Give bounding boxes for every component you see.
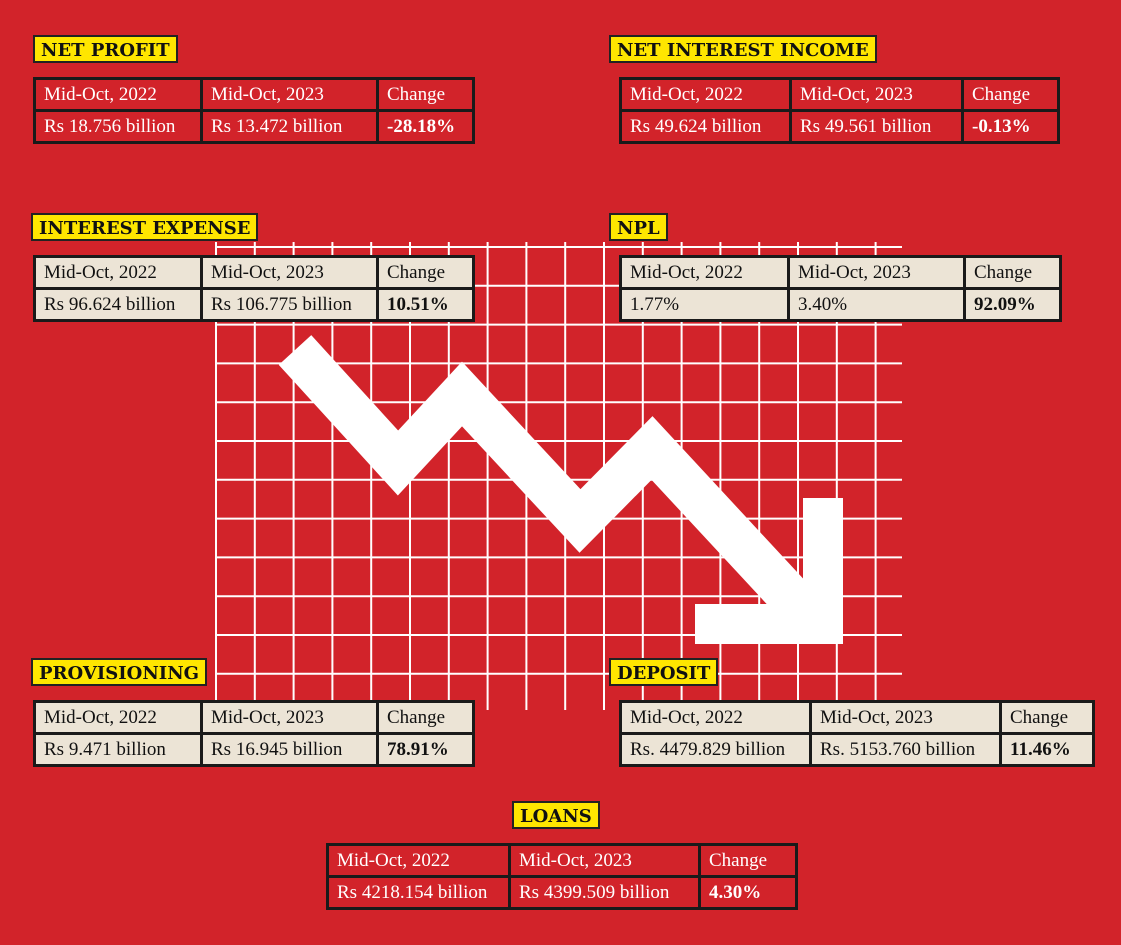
table-row: Rs 4218.154 billion Rs 4399.509 billion … xyxy=(326,875,798,910)
header-change: Change xyxy=(999,700,1095,735)
down-trend-arrow-icon xyxy=(278,335,843,644)
header-2022: Mid-Oct, 2022 xyxy=(619,77,792,112)
provisioning-label: PROVISIONING xyxy=(31,658,208,686)
value-2022: Rs 96.624 billion xyxy=(33,287,203,322)
value-change: -28.18% xyxy=(376,109,475,144)
header-2022: Mid-Oct, 2022 xyxy=(33,77,203,112)
value-2023: Rs 106.775 billion xyxy=(200,287,379,322)
table-row: Mid-Oct, 2022 Mid-Oct, 2023 Change xyxy=(33,77,475,112)
table-row: Mid-Oct, 2022 Mid-Oct, 2023 Change xyxy=(326,843,798,878)
header-2023: Mid-Oct, 2023 xyxy=(200,700,379,735)
header-2023: Mid-Oct, 2023 xyxy=(200,77,379,112)
value-2022: Rs 4218.154 billion xyxy=(326,875,511,910)
value-change: 78.91% xyxy=(376,732,475,767)
table-row: Mid-Oct, 2022 Mid-Oct, 2023 Change xyxy=(619,700,1095,735)
table-row: Mid-Oct, 2022 Mid-Oct, 2023 Change xyxy=(33,255,475,290)
table-row: Mid-Oct, 2022 Mid-Oct, 2023 Change xyxy=(619,77,1060,112)
header-change: Change xyxy=(376,77,475,112)
table-row: Mid-Oct, 2022 Mid-Oct, 2023 Change xyxy=(619,255,1062,290)
value-change: 10.51% xyxy=(376,287,475,322)
loans-label: LOANS xyxy=(512,801,600,829)
value-change: 11.46% xyxy=(999,732,1095,767)
value-2022: Rs 49.624 billion xyxy=(619,109,792,144)
interest-expense-table: Mid-Oct, 2022 Mid-Oct, 2023 Change Rs 96… xyxy=(33,255,475,322)
table-row: Mid-Oct, 2022 Mid-Oct, 2023 Change xyxy=(33,700,475,735)
value-2022: Rs 18.756 billion xyxy=(33,109,203,144)
header-2023: Mid-Oct, 2023 xyxy=(200,255,379,290)
table-row: Rs 96.624 billion Rs 106.775 billion 10.… xyxy=(33,287,475,322)
value-2023: Rs. 5153.760 billion xyxy=(809,732,1002,767)
header-2022: Mid-Oct, 2022 xyxy=(619,255,790,290)
value-2022: Rs 9.471 billion xyxy=(33,732,203,767)
value-2023: Rs 49.561 billion xyxy=(789,109,964,144)
npl-table: Mid-Oct, 2022 Mid-Oct, 2023 Change 1.77%… xyxy=(619,255,1062,322)
provisioning-table: Mid-Oct, 2022 Mid-Oct, 2023 Change Rs 9.… xyxy=(33,700,475,767)
header-2023: Mid-Oct, 2023 xyxy=(789,77,964,112)
net-interest-income-label: NET INTEREST INCOME xyxy=(609,35,877,63)
deposit-table: Mid-Oct, 2022 Mid-Oct, 2023 Change Rs. 4… xyxy=(619,700,1095,767)
npl-label: NPL xyxy=(609,213,668,241)
header-2023: Mid-Oct, 2023 xyxy=(508,843,701,878)
value-change: 92.09% xyxy=(963,287,1062,322)
header-change: Change xyxy=(376,255,475,290)
header-2022: Mid-Oct, 2022 xyxy=(33,255,203,290)
header-2022: Mid-Oct, 2022 xyxy=(33,700,203,735)
table-row: 1.77% 3.40% 92.09% xyxy=(619,287,1062,322)
table-row: Rs 18.756 billion Rs 13.472 billion -28.… xyxy=(33,109,475,144)
deposit-label: DEPOSIT xyxy=(609,658,719,686)
value-2022: 1.77% xyxy=(619,287,790,322)
value-change: 4.30% xyxy=(698,875,798,910)
value-2023: Rs 13.472 billion xyxy=(200,109,379,144)
value-2023: Rs 4399.509 billion xyxy=(508,875,701,910)
header-change: Change xyxy=(963,255,1062,290)
header-2023: Mid-Oct, 2023 xyxy=(787,255,966,290)
header-change: Change xyxy=(961,77,1060,112)
loans-table: Mid-Oct, 2022 Mid-Oct, 2023 Change Rs 42… xyxy=(326,843,798,910)
table-row: Rs. 4479.829 billion Rs. 5153.760 billio… xyxy=(619,732,1095,767)
value-2022: Rs. 4479.829 billion xyxy=(619,732,812,767)
net-profit-label: NET PROFIT xyxy=(33,35,178,63)
header-change: Change xyxy=(698,843,798,878)
header-2023: Mid-Oct, 2023 xyxy=(809,700,1002,735)
value-2023: 3.40% xyxy=(787,287,966,322)
value-2023: Rs 16.945 billion xyxy=(200,732,379,767)
table-row: Rs 9.471 billion Rs 16.945 billion 78.91… xyxy=(33,732,475,767)
net-profit-table: Mid-Oct, 2022 Mid-Oct, 2023 Change Rs 18… xyxy=(33,77,475,144)
value-change: -0.13% xyxy=(961,109,1060,144)
net-interest-income-table: Mid-Oct, 2022 Mid-Oct, 2023 Change Rs 49… xyxy=(619,77,1060,144)
table-row: Rs 49.624 billion Rs 49.561 billion -0.1… xyxy=(619,109,1060,144)
header-2022: Mid-Oct, 2022 xyxy=(326,843,511,878)
header-change: Change xyxy=(376,700,475,735)
header-2022: Mid-Oct, 2022 xyxy=(619,700,812,735)
interest-expense-label: INTEREST EXPENSE xyxy=(31,213,259,241)
